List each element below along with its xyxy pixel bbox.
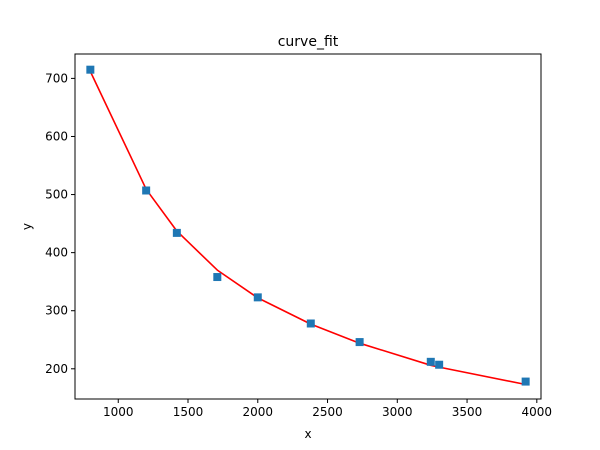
y-tick-label: 600: [45, 129, 68, 143]
x-axis-label: x: [304, 427, 311, 441]
data-point: [355, 338, 364, 347]
y-tick-label: 700: [45, 71, 68, 85]
data-point: [521, 377, 530, 386]
data-point: [426, 357, 435, 366]
chart-title: curve_fit: [278, 34, 339, 50]
y-tick-label: 300: [45, 304, 68, 318]
x-tick-label: 3500: [452, 405, 483, 419]
data-point: [86, 65, 95, 74]
data-point: [306, 319, 315, 328]
data-point: [435, 360, 444, 369]
data-point: [213, 273, 222, 282]
x-tick-label: 1000: [103, 405, 134, 419]
y-tick-label: 500: [45, 188, 68, 202]
x-tick-label: 3000: [382, 405, 413, 419]
data-point: [172, 228, 181, 237]
x-tick-label: 2500: [312, 405, 343, 419]
x-tick-label: 4000: [522, 405, 553, 419]
data-point: [142, 186, 151, 195]
x-tick-label: 1500: [173, 405, 204, 419]
x-tick-label: 2000: [242, 405, 273, 419]
axes-frame: [74, 53, 542, 400]
fit-line: [89, 71, 526, 386]
y-axis-label: y: [20, 223, 34, 230]
plot-area: [86, 65, 530, 386]
y-tick-label: 200: [45, 362, 68, 376]
y-tick-label: 400: [45, 246, 68, 260]
tick-group: 1000 1500 2000 2500 3000 3500 4000 200 300 400 500…: [45, 71, 552, 419]
data-point: [253, 293, 262, 302]
